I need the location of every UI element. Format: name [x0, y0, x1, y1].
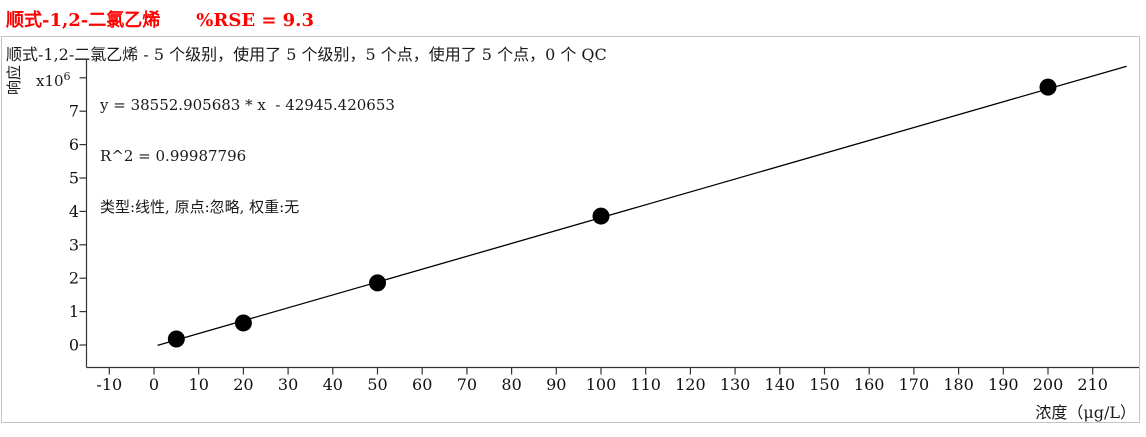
rse-value: %RSE = 9.3: [196, 10, 314, 31]
x-tick-label: 40: [323, 375, 343, 394]
y-tick-label: 3: [69, 235, 79, 254]
y-tick-label: 7: [69, 102, 79, 121]
y-axis-multiplier: x106: [36, 70, 71, 90]
x-tick-label: 120: [675, 375, 706, 394]
chart-title: 顺式-1,2-二氯乙烯 %RSE = 9.3: [6, 6, 314, 32]
x-tick-label: 180: [943, 375, 974, 394]
x-tick-label: 160: [854, 375, 885, 394]
compound-name: 顺式-1,2-二氯乙烯: [6, 10, 161, 31]
x-tick-label: 90: [546, 375, 566, 394]
y-tick-label: 5: [69, 169, 79, 188]
x-tick-label: 100: [586, 375, 617, 394]
fit-line: [157, 65, 1127, 347]
x-axis-title: 浓度（μg/L）: [1035, 403, 1136, 422]
x-tick-label: 60: [412, 375, 432, 394]
calibration-summary: 顺式-1,2-二氯乙烯 - 5 个级别，使用了 5 个级别，5 个点，使用了 5…: [6, 45, 607, 64]
y-tick-label: 6: [69, 135, 79, 154]
x-tick-label: 110: [630, 375, 661, 394]
x-tick-label: 130: [720, 375, 751, 394]
y-tick-label: 0: [69, 336, 79, 355]
x-tick-label: 200: [1033, 375, 1064, 394]
fit-equation: y = 38552.905683 * x - 42945.420653: [100, 96, 395, 114]
x-tick-label: 70: [457, 375, 477, 394]
data-point[interactable]: [234, 314, 252, 332]
fit-equation-block: y = 38552.905683 * x - 42945.420653 R^2 …: [100, 63, 395, 250]
x-tick-label: 30: [278, 375, 298, 394]
x-tick-label: 170: [899, 375, 930, 394]
y-axis-multiplier-base: x10: [36, 72, 64, 90]
data-point[interactable]: [369, 274, 386, 292]
x-tick-label: 190: [988, 375, 1019, 394]
x-tick-label: 0: [149, 375, 159, 394]
x-tick-label: 50: [367, 375, 387, 394]
x-tick-label: -10: [96, 375, 122, 394]
chart-panel: [1, 36, 1140, 423]
y-tick-label: 1: [69, 302, 79, 321]
y-tick-label: 2: [69, 269, 79, 288]
x-tick-label: 20: [233, 375, 253, 394]
x-tick-label: 210: [1077, 375, 1108, 394]
y-tick-label: 4: [69, 202, 79, 221]
x-tick-label: 140: [765, 375, 796, 394]
x-tick-label: 150: [809, 375, 840, 394]
fit-r2: R^2 = 0.99987796: [100, 147, 247, 165]
x-tick-label: 80: [501, 375, 521, 394]
data-point[interactable]: [167, 330, 185, 348]
y-axis-multiplier-exp: 6: [63, 70, 71, 83]
data-point[interactable]: [592, 207, 610, 225]
fit-params: 类型:线性, 原点:忽略, 权重:无: [100, 198, 300, 216]
data-point[interactable]: [1039, 78, 1057, 96]
x-tick-label: 10: [189, 375, 209, 394]
